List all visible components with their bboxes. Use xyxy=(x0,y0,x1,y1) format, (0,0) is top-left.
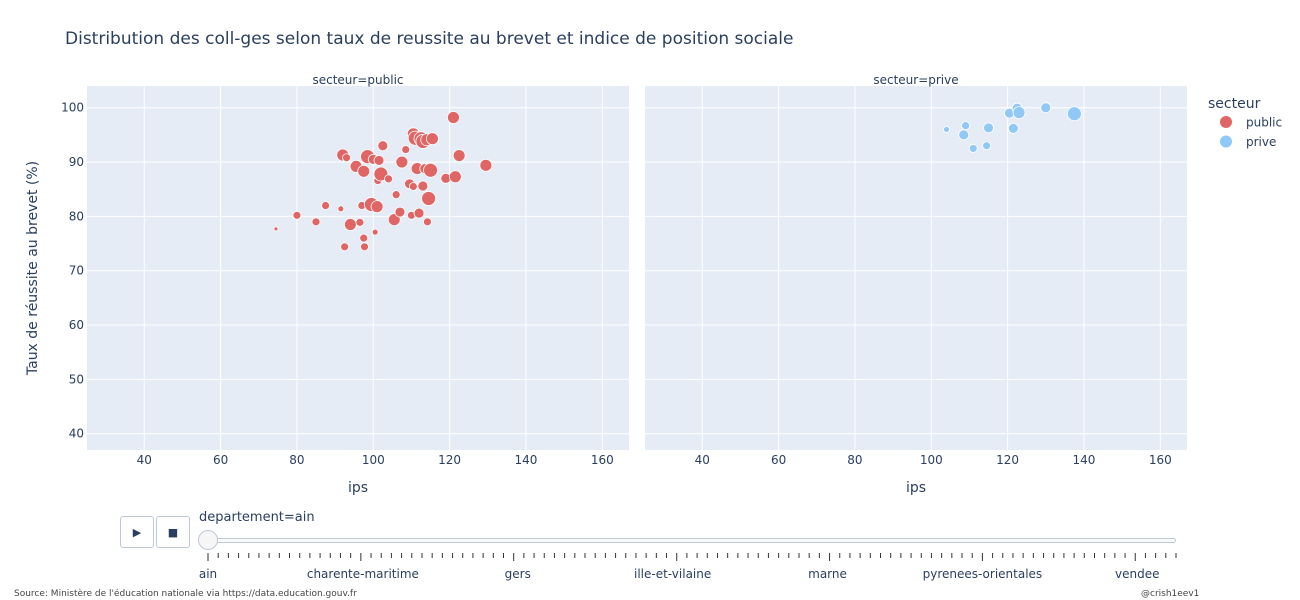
x-tick-label: 80 xyxy=(289,453,304,467)
slider-step-charente-maritime[interactable]: charente-maritime xyxy=(306,567,419,581)
data-point-public[interactable] xyxy=(273,226,279,232)
y-tick-label: 70 xyxy=(69,264,84,278)
facet-label: secteur=public xyxy=(312,73,403,87)
data-point-public[interactable] xyxy=(292,210,302,220)
legend-marker-public[interactable] xyxy=(1220,116,1232,128)
x-tick-label: 140 xyxy=(1072,453,1095,467)
data-point-prive[interactable] xyxy=(1067,106,1082,122)
data-point-prive[interactable] xyxy=(983,122,994,134)
data-point-public[interactable] xyxy=(395,155,409,169)
slider-step-gers[interactable]: gers xyxy=(504,567,531,581)
data-point-public[interactable] xyxy=(340,242,350,252)
slider-step-marne[interactable]: marne xyxy=(808,567,847,581)
data-point-prive[interactable] xyxy=(1007,122,1019,134)
data-point-public[interactable] xyxy=(447,111,460,124)
data-point-prive[interactable] xyxy=(958,129,970,141)
data-point-public[interactable] xyxy=(408,182,418,191)
x-tick-label: 80 xyxy=(847,453,862,467)
data-point-public[interactable] xyxy=(337,205,345,213)
data-point-prive[interactable] xyxy=(982,141,992,151)
y-tick-label: 90 xyxy=(69,155,84,169)
y-tick-label: 100 xyxy=(61,101,84,115)
data-point-prive[interactable] xyxy=(1012,106,1026,120)
x-tick-label: 140 xyxy=(514,453,537,467)
data-point-public[interactable] xyxy=(377,140,389,152)
legend-label-public[interactable]: public xyxy=(1246,116,1282,130)
data-point-public[interactable] xyxy=(357,164,371,178)
facet-label: secteur=prive xyxy=(873,73,958,87)
legend[interactable]: secteur public prive xyxy=(1208,96,1282,149)
author-credit: @crish1eev1 xyxy=(1141,589,1200,599)
y-axis-title: Taux de réussite au brevet (%) xyxy=(25,161,41,376)
data-point-public[interactable] xyxy=(359,233,369,243)
data-point-public[interactable] xyxy=(448,170,462,184)
data-point-public[interactable] xyxy=(421,191,437,206)
x-tick-label: 100 xyxy=(362,453,385,467)
data-point-public[interactable] xyxy=(370,200,384,214)
x-tick-label: 120 xyxy=(438,453,461,467)
x-tick-label: 60 xyxy=(771,453,786,467)
legend-label-prive[interactable]: prive xyxy=(1246,135,1276,149)
data-point-public[interactable] xyxy=(423,217,432,227)
stop-icon: ■ xyxy=(167,525,179,539)
x-tick-label: 160 xyxy=(591,453,614,467)
y-tick-label: 40 xyxy=(69,427,84,441)
x-tick-label: 60 xyxy=(213,453,228,467)
data-point-public[interactable] xyxy=(373,155,385,166)
x-tick-label: 40 xyxy=(137,453,152,467)
stop-button[interactable]: ■ xyxy=(156,516,190,548)
data-point-public[interactable] xyxy=(311,217,321,227)
slider-current-value: departement=ain xyxy=(199,510,315,525)
data-point-public[interactable] xyxy=(417,180,429,192)
y-tick-label: 50 xyxy=(69,372,84,386)
data-point-public[interactable] xyxy=(384,174,393,184)
data-point-public[interactable] xyxy=(360,242,369,252)
plot-area xyxy=(645,86,1187,450)
data-point-public[interactable] xyxy=(413,207,425,219)
x-axis-title: ips xyxy=(348,480,368,496)
data-point-public[interactable] xyxy=(452,149,466,162)
source-note: Source: Ministère de l'éducation nationa… xyxy=(14,589,357,599)
data-point-public[interactable] xyxy=(391,190,401,200)
x-tick-label: 100 xyxy=(920,453,943,467)
plot-area xyxy=(87,86,629,450)
data-point-prive[interactable] xyxy=(943,126,950,133)
data-point-prive[interactable] xyxy=(1040,102,1052,114)
x-tick-label: 120 xyxy=(996,453,1019,467)
x-axis-title: ips xyxy=(906,480,926,496)
slider-track[interactable] xyxy=(208,538,1176,543)
x-tick-label: 160 xyxy=(1149,453,1172,467)
data-point-public[interactable] xyxy=(423,162,438,178)
x-tick-label: 40 xyxy=(695,453,710,467)
slider-step-pyrenees-orientales[interactable]: pyrenees-orientales xyxy=(922,567,1043,581)
slider-handle[interactable] xyxy=(198,530,218,550)
data-point-public[interactable] xyxy=(343,218,357,231)
data-point-public[interactable] xyxy=(371,228,379,236)
panel-prive: 40 60 80 100 120 140 160 ips secteur=prive xyxy=(645,73,1187,496)
data-point-prive[interactable] xyxy=(961,121,971,131)
data-point-public[interactable] xyxy=(426,132,439,146)
slider-step-ille-et-vilaine[interactable]: ille-et-vilaine xyxy=(633,567,712,581)
chart-title: Distribution des coll-ges selon taux de … xyxy=(65,29,794,49)
data-point-public[interactable] xyxy=(479,158,493,172)
y-tick-label: 60 xyxy=(69,318,84,332)
y-tick-label: 80 xyxy=(69,209,84,223)
play-button[interactable]: ▶ xyxy=(120,516,154,548)
panel-public: 40 60 80 100 120 140 160 40 50 60 70 80 90 100 ips sect… xyxy=(61,73,629,496)
data-point-prive[interactable] xyxy=(968,144,978,153)
data-point-public[interactable] xyxy=(342,153,351,163)
slider-step-vendee[interactable]: vendee xyxy=(1115,567,1160,581)
data-point-public[interactable] xyxy=(355,217,365,227)
legend-title: secteur xyxy=(1208,96,1261,112)
play-icon: ▶ xyxy=(132,525,142,539)
data-point-public[interactable] xyxy=(321,201,330,210)
legend-marker-prive[interactable] xyxy=(1220,135,1232,148)
data-point-public[interactable] xyxy=(394,206,406,218)
data-point-public[interactable] xyxy=(401,145,411,154)
slider-step-ain[interactable]: ain xyxy=(198,567,218,581)
